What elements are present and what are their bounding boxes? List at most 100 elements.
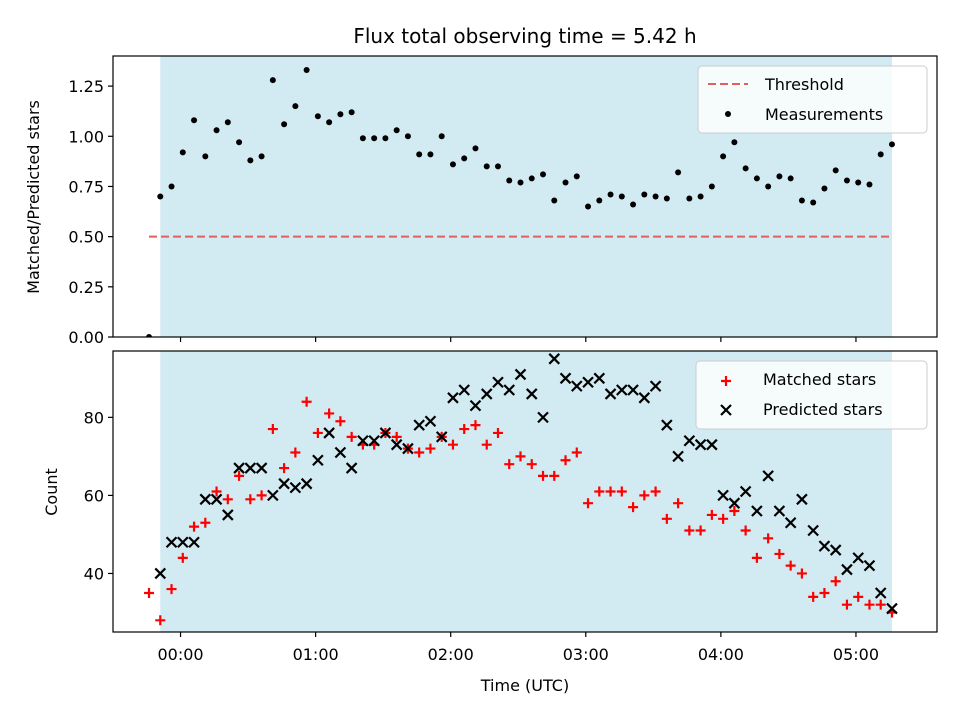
matched-star-point xyxy=(661,513,672,524)
predicted-star-point xyxy=(244,462,257,474)
legend-matched-label: Matched stars xyxy=(763,370,876,389)
measurement-point xyxy=(483,163,490,170)
figure-title: Flux total observing time = 5.42 h xyxy=(353,24,696,48)
predicted-star-point xyxy=(165,536,178,549)
matched-star-point xyxy=(729,506,740,517)
data-points-layer xyxy=(144,353,898,626)
predicted-star-point xyxy=(357,434,369,447)
measurement-point xyxy=(540,171,547,178)
predicted-star-point xyxy=(604,388,617,400)
predicted-star-point xyxy=(537,411,549,424)
matched-star-point xyxy=(301,396,312,407)
matched-star-point xyxy=(245,494,256,505)
measurement-point xyxy=(888,141,895,148)
predicted-star-point xyxy=(222,509,234,521)
predicted-star-point xyxy=(841,563,853,576)
matched-star-point xyxy=(751,552,762,563)
predicted-star-point xyxy=(390,438,403,451)
predicted-star-point xyxy=(559,372,572,385)
measurement-point xyxy=(663,195,670,202)
predicted-star-point xyxy=(762,470,774,482)
y-tick-label: 1.25 xyxy=(68,77,104,96)
predicted-star-point xyxy=(402,442,414,455)
matched-star-point xyxy=(222,494,233,505)
matched-star-point xyxy=(718,513,729,524)
matched-star-point xyxy=(864,599,875,610)
data-points-layer xyxy=(146,67,895,337)
measurement-point xyxy=(798,197,805,204)
measurement-point xyxy=(765,183,772,190)
matched-star-point xyxy=(706,509,717,520)
matched-star-point xyxy=(504,459,515,470)
measurement-point xyxy=(731,139,738,146)
predicted-star-point xyxy=(829,544,842,556)
predicted-star-point xyxy=(818,540,831,552)
measurement-point xyxy=(810,199,817,206)
matched-star-point xyxy=(234,470,245,481)
matched-star-point xyxy=(571,447,582,458)
predicted-star-point xyxy=(683,434,696,447)
legend-box xyxy=(695,360,928,430)
top-y-axis-label: Matched/Predicted stars xyxy=(24,100,43,294)
matched-star-point xyxy=(628,502,639,513)
y-tick-label: 0.50 xyxy=(68,228,104,247)
axes-frame xyxy=(112,55,938,338)
matched-star-point xyxy=(200,517,211,528)
axes-frame xyxy=(112,350,938,633)
measurement-point xyxy=(371,135,378,142)
matched-star-point xyxy=(785,560,796,571)
predicted-star-point xyxy=(177,536,189,549)
bottom-panel-plot: 40 60 80 00:00 01:00 02:00 03:00 04:00 05:00 Matc… xyxy=(84,350,938,664)
x-tick-label: 03:00 xyxy=(563,645,609,664)
matched-star-point xyxy=(256,490,267,501)
measurement-point xyxy=(686,195,693,202)
measurement-point xyxy=(742,165,749,172)
matched-star-point xyxy=(549,470,560,481)
measurement-point xyxy=(348,109,355,116)
matched-star-point xyxy=(830,576,841,587)
legend-predicted-label: Predicted stars xyxy=(763,400,883,419)
measurement-point xyxy=(506,177,513,184)
measurement-point xyxy=(720,153,727,160)
measurement-point xyxy=(213,127,220,134)
legend-threshold-label: Threshold xyxy=(764,75,844,94)
predicted-star-point xyxy=(548,353,561,365)
matched-star-point xyxy=(695,525,706,536)
measurement-point xyxy=(562,179,569,186)
predicted-star-point xyxy=(188,536,200,549)
top-panel-plot: 0.00 0.25 0.50 0.75 1.00 1.25 Threshold Measure… xyxy=(68,55,938,347)
x-tick-label: 01:00 xyxy=(293,645,339,664)
matched-star-point xyxy=(189,521,200,532)
measurement-point xyxy=(427,151,434,158)
legend-matched-swatch xyxy=(721,376,731,386)
measurement-point xyxy=(404,133,411,140)
measurement-point xyxy=(393,127,400,134)
x-tick-label: 05:00 xyxy=(833,645,879,664)
measurement-point xyxy=(675,169,682,176)
matched-star-point xyxy=(673,498,684,509)
measurement-point xyxy=(258,153,265,160)
predicted-star-point xyxy=(480,388,493,400)
predicted-star-point xyxy=(312,454,324,467)
measurement-point xyxy=(191,117,198,124)
predicted-star-point xyxy=(300,477,313,490)
predicted-star-point xyxy=(424,415,437,428)
measurement-point xyxy=(596,197,603,204)
matched-star-point xyxy=(267,424,278,435)
matched-star-point xyxy=(526,459,537,470)
predicted-star-point xyxy=(672,450,684,463)
matched-star-point xyxy=(538,470,549,481)
predicted-star-point xyxy=(525,388,538,400)
predicted-star-point xyxy=(492,376,504,388)
predicted-star-point xyxy=(627,384,639,396)
measurement-point xyxy=(168,183,175,190)
predicted-star-point xyxy=(334,446,347,459)
measurement-point xyxy=(855,179,862,186)
matched-star-point xyxy=(875,599,886,610)
matched-star-point xyxy=(414,447,425,458)
measurement-point xyxy=(528,175,535,182)
measurement-point xyxy=(292,103,299,110)
predicted-star-point xyxy=(199,493,212,506)
x-axis-label: Time (UTC) xyxy=(480,676,569,695)
